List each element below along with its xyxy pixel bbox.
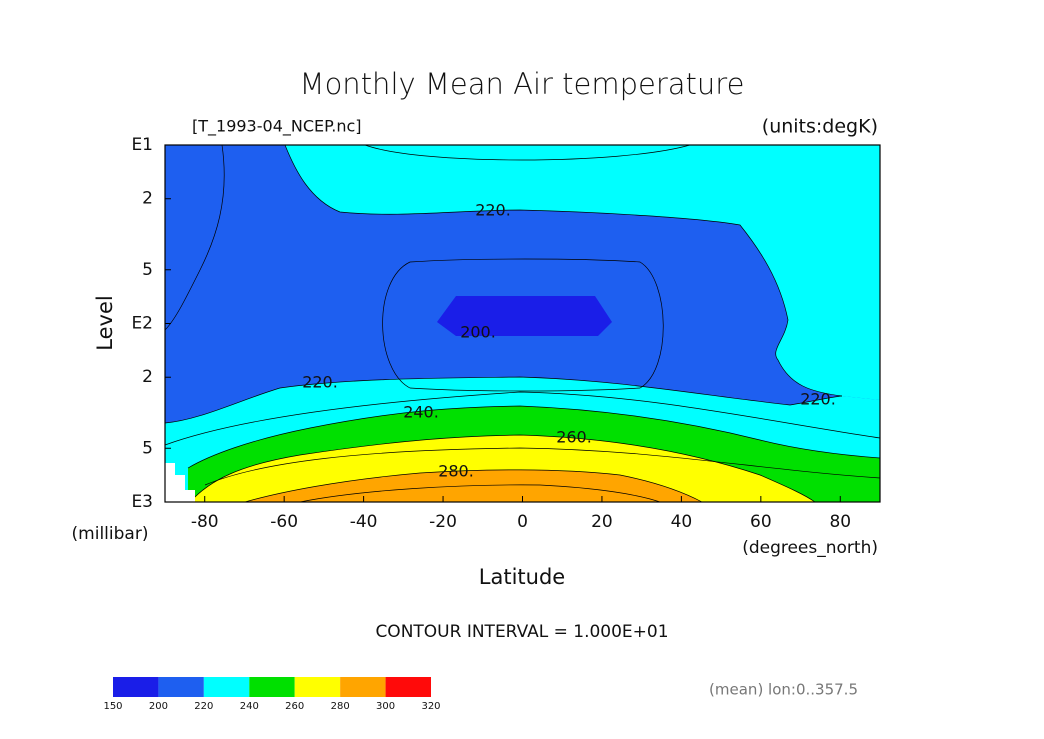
contour-line (164, 144, 225, 331)
colorbar-swatch (294, 677, 341, 697)
x-tick-label: 80 (829, 512, 851, 532)
contour-line (284, 144, 843, 397)
contour-band (285, 145, 880, 400)
colorbar-swatch (113, 677, 159, 697)
x-tick-label: -80 (191, 512, 219, 532)
contour-band (437, 296, 612, 336)
contour-line (364, 144, 691, 161)
x-tick-label: 40 (671, 512, 693, 532)
y-tick-label: 2 (142, 367, 153, 387)
contour-line (164, 391, 881, 446)
y-tick-label: 2 (142, 189, 153, 209)
chart-title: Monthly Mean Air temperature (300, 67, 745, 101)
contour-line (204, 447, 881, 486)
y-tick-label: E3 (131, 492, 153, 512)
contour-label: 220. (800, 390, 836, 409)
colorbar-label: 150 (103, 701, 122, 712)
x-tick-label: -40 (350, 512, 378, 532)
contour-label: 220. (475, 201, 511, 220)
colorbar-label: 300 (376, 701, 395, 712)
y-tick-label: E1 (131, 135, 153, 155)
contour-interval: CONTOUR INTERVAL = 1.000E+01 (375, 622, 668, 642)
contour-label: 200. (460, 323, 496, 342)
contour-label: 220. (302, 373, 338, 392)
contour-line (189, 434, 816, 503)
colorbar-swatch (385, 677, 431, 697)
x-tick-label: 0 (517, 512, 528, 532)
colorbar-label: 260 (285, 701, 304, 712)
colorbar-swatch (158, 677, 204, 697)
contour-line (187, 405, 881, 469)
colorbar-label: 220 (194, 701, 213, 712)
y-tick-label: 5 (142, 438, 153, 458)
contour-line (244, 469, 703, 503)
colorbar-label: 240 (240, 701, 259, 712)
x-tick-label: -60 (270, 512, 298, 532)
y-axis-title: Level (93, 295, 117, 350)
colorbar-label: 280 (331, 701, 350, 712)
plot-area (164, 144, 881, 503)
contour-line (382, 258, 664, 392)
x-tick-label: 20 (591, 512, 613, 532)
colorbar-swatch (249, 677, 295, 697)
subtitle-right: (units:degK) (762, 116, 878, 138)
subtitle-left: [T_1993-04_NCEP.nc] (192, 117, 362, 137)
lon-note: (mean) lon:0..357.5 (709, 681, 858, 699)
contour-line (299, 484, 661, 503)
y-tick-label: 5 (142, 260, 153, 280)
y-unit: (millibar) (72, 524, 149, 544)
contour-label: 280. (438, 462, 474, 481)
y-tick-label: E2 (131, 314, 153, 334)
missing-data (165, 463, 195, 502)
x-axis-title: Latitude (479, 565, 565, 589)
x-unit: (degrees_north) (742, 538, 878, 558)
x-tick-label: -20 (429, 512, 457, 532)
dynamic-layer: -80 -60 -40 -20 0 20 40 60 80 E1 2 5 E2 2 5 E3 220. 200. 2… (103, 135, 851, 712)
contour-label: 260. (556, 428, 592, 447)
x-tick-label: 60 (750, 512, 772, 532)
colorbar-swatch (340, 677, 386, 697)
colorbar-label: 320 (421, 701, 440, 712)
colorbar-swatch (203, 677, 250, 697)
contour-line (164, 376, 843, 424)
colorbar-label: 200 (149, 701, 168, 712)
contour-label: 240. (403, 403, 439, 422)
